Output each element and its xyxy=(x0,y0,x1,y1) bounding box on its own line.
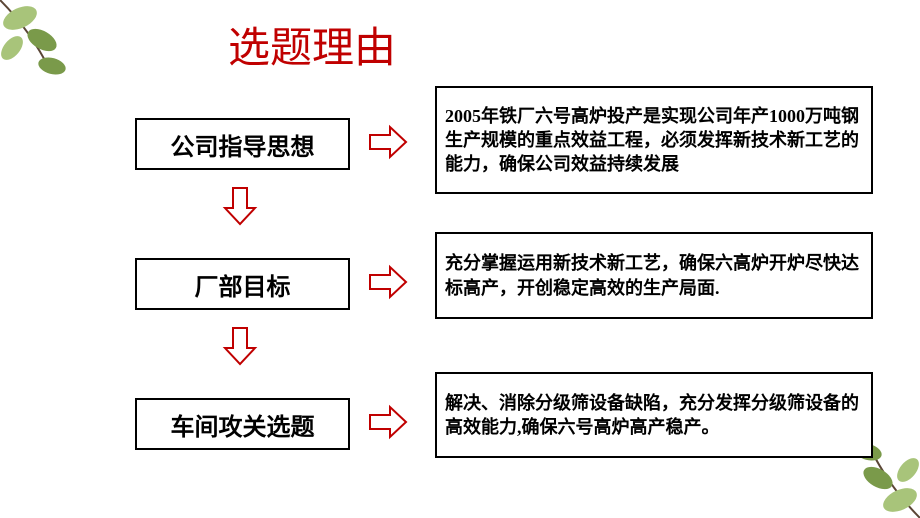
box-right-text: 2005年铁厂六号高炉投产是实现公司年产1000万吨钢生产规模的重点效益工程，必… xyxy=(445,104,863,177)
box-left-label: 公司指导思想 xyxy=(171,127,315,162)
arrow-down-icon xyxy=(222,186,258,226)
box-desc-workshop: 解决、消除分级筛设备缺陷，充分发挥分级筛设备的高效能力,确保六号高炉高产稳产。 xyxy=(435,372,873,458)
leaf-decoration-top-left xyxy=(0,0,120,110)
box-desc-factory: 充分掌握运用新技术新工艺，确保六高炉开炉尽快达标高产，开创稳定高效的生产局面. xyxy=(435,232,873,319)
arrow-down-icon xyxy=(222,326,258,366)
box-left-label: 车间攻关选题 xyxy=(171,407,315,442)
arrow-right-icon xyxy=(368,124,408,160)
page-title: 选题理由 xyxy=(228,14,396,75)
arrow-right-icon xyxy=(368,404,408,440)
box-company-guiding-thought: 公司指导思想 xyxy=(135,118,350,170)
box-left-label: 厂部目标 xyxy=(195,267,291,302)
box-factory-target: 厂部目标 xyxy=(135,258,350,310)
box-right-text: 解决、消除分级筛设备缺陷，充分发挥分级筛设备的高效能力,确保六号高炉高产稳产。 xyxy=(445,391,863,440)
box-desc-company: 2005年铁厂六号高炉投产是实现公司年产1000万吨钢生产规模的重点效益工程，必… xyxy=(435,86,873,194)
arrow-right-icon xyxy=(368,264,408,300)
box-right-text: 充分掌握运用新技术新工艺，确保六高炉开炉尽快达标高产，开创稳定高效的生产局面. xyxy=(445,251,863,300)
box-workshop-topic: 车间攻关选题 xyxy=(135,398,350,450)
